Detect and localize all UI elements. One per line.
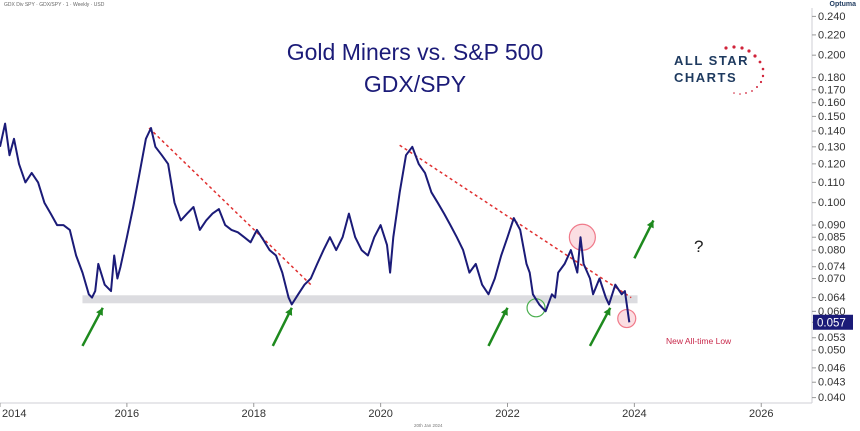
symbol-header: GDX Div SPY · GDX/SPY · 1 · Weekly · USD [4, 2, 105, 8]
arrow-shaft-1 [81, 307, 104, 347]
y-tick-label-14: 0.080 [818, 245, 846, 257]
y-tick-label-16: 0.070 [818, 273, 846, 285]
y-tick-label-11: 0.100 [818, 197, 846, 209]
price-label: 0.057 [817, 317, 846, 329]
arrow-head-5 [646, 220, 654, 229]
y-tick-label-9: 0.120 [818, 158, 846, 170]
y-tick-label-13: 0.085 [818, 232, 846, 244]
highlight-circle-2 [617, 308, 637, 329]
arrow-shaft-2 [271, 307, 293, 347]
x-tick-label-3: 2020 [368, 408, 392, 420]
y-tick-label-5: 0.160 [818, 97, 846, 109]
arrow-shaft-5 [633, 219, 655, 259]
arrow-shaft-3 [487, 307, 509, 347]
x-tick-label-1: 2016 [115, 408, 139, 420]
y-tick-label-0: 0.240 [818, 11, 846, 23]
footer-date: 20th Jan 2024 [414, 423, 443, 428]
green-arrows [81, 219, 655, 347]
support-band-rect [82, 295, 638, 304]
y-tick-label-7: 0.140 [818, 126, 846, 138]
arrow-head-4 [603, 307, 611, 316]
y-tick-label-22: 0.046 [818, 362, 846, 374]
arrow-head-1 [96, 307, 103, 316]
question-annotation: ? [694, 237, 704, 256]
series-line [0, 122, 631, 323]
support-band [82, 295, 638, 304]
y-tick-label-24: 0.040 [818, 392, 846, 404]
logo-line-2: CHARTS [674, 70, 738, 85]
x-tick-label-2: 2018 [242, 408, 266, 420]
x-tick-label-6: 2026 [749, 408, 773, 420]
trendline-1 [148, 127, 312, 286]
x-tick-label-0: 2014 [2, 408, 26, 420]
y-tick-label-20: 0.053 [818, 332, 846, 344]
allstar-logo: ALL STAR CHARTS [668, 44, 778, 96]
arrow-shaft-4 [588, 307, 612, 347]
y-tick-label-23: 0.043 [818, 377, 846, 389]
x-tick-label-4: 2022 [495, 408, 519, 420]
y-tick-label-1: 0.220 [818, 29, 846, 41]
x-axis-ticks: 2014 2016 2018 2020 2022 2024 2026 [0, 403, 773, 420]
y-tick-label-12: 0.090 [818, 220, 846, 232]
logo-stars-icon [724, 45, 765, 95]
title-line-2: GDX/SPY [363, 71, 467, 97]
logo-line-1: ALL STAR [674, 53, 750, 68]
arrow-head-3 [500, 307, 508, 316]
x-tick-label-5: 2024 [622, 408, 646, 420]
arrow-head-2 [285, 307, 293, 316]
y-tick-label-2: 0.200 [818, 50, 846, 62]
last-price-marker: 0.057 [813, 314, 853, 330]
y-tick-label-3: 0.180 [818, 72, 846, 84]
title-line-1: Gold Miners vs. S&P 500 [286, 39, 544, 65]
y-tick-label-6: 0.150 [818, 111, 846, 123]
brand-label: Optuma [829, 1, 856, 8]
y-tick-label-4: 0.170 [818, 84, 846, 96]
y-tick-label-17: 0.064 [818, 292, 846, 304]
new-low-annotation: New All-time Low [666, 336, 732, 346]
price-box [813, 314, 853, 330]
y-tick-label-8: 0.130 [818, 141, 846, 153]
y-tick-label-15: 0.074 [818, 261, 846, 273]
y-tick-label-21: 0.050 [818, 345, 846, 357]
y-tick-label-10: 0.110 [818, 177, 845, 189]
chart-title: Gold Miners vs. S&P 500 GDX/SPY [230, 36, 600, 100]
series-line-1 [0, 122, 631, 323]
